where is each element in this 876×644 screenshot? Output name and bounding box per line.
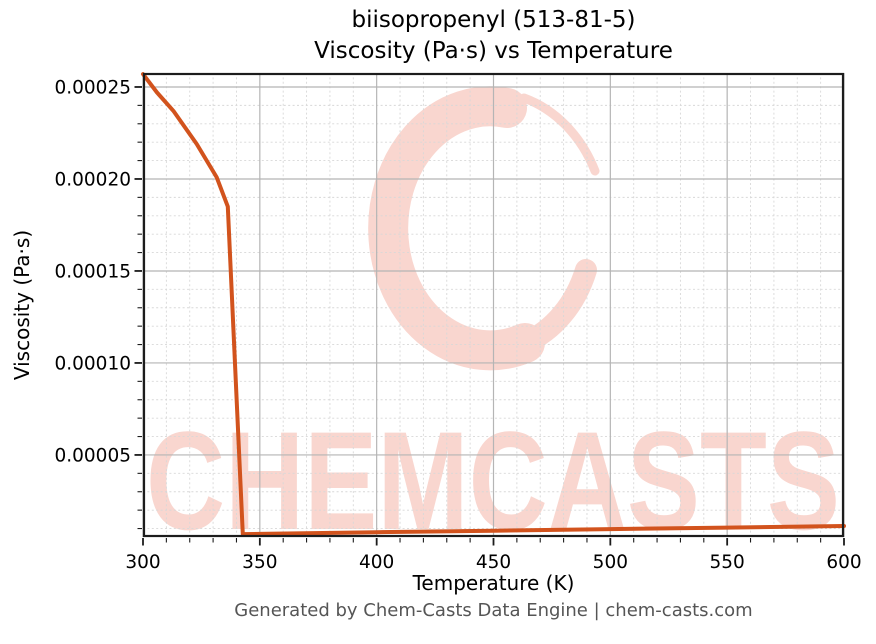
- axes-spines: [142, 72, 845, 538]
- x-axis-label: Temperature (K): [412, 571, 575, 595]
- chemcasts-logo-icon: [519, 93, 600, 176]
- chemcasts-logo-icon: [368, 86, 545, 371]
- x-tick-label: 500: [593, 552, 628, 573]
- series-line-viscosity: [141, 72, 846, 537]
- chart-title-line1: biisopropenyl (513-81-5): [351, 7, 636, 33]
- footer-credit: Generated by Chem-Casts Data Engine | ch…: [234, 600, 753, 621]
- chart-title-line2: Viscosity (Pa·s) vs Temperature: [314, 38, 673, 64]
- y-axis-label: Viscosity (Pa·s): [10, 229, 34, 381]
- x-tick-label: 450: [476, 552, 511, 573]
- x-tick-label: 300: [125, 552, 160, 573]
- y-tick-label: 0.00005: [54, 445, 131, 466]
- y-tick-label: 0.00025: [54, 77, 131, 98]
- y-tick-label: 0.00015: [54, 261, 131, 282]
- y-tick-label: 0.00020: [54, 169, 131, 190]
- x-tick-label: 600: [826, 552, 861, 573]
- y-tick-label: 0.00010: [54, 353, 131, 374]
- chemcasts-logo-icon: [514, 259, 597, 354]
- x-tick-label: 350: [242, 552, 277, 573]
- x-tick-label: 400: [359, 552, 394, 573]
- x-tick-label: 550: [710, 552, 745, 573]
- chart-title: biisopropenyl (513-81-5) Viscosity (Pa·s…: [143, 5, 844, 67]
